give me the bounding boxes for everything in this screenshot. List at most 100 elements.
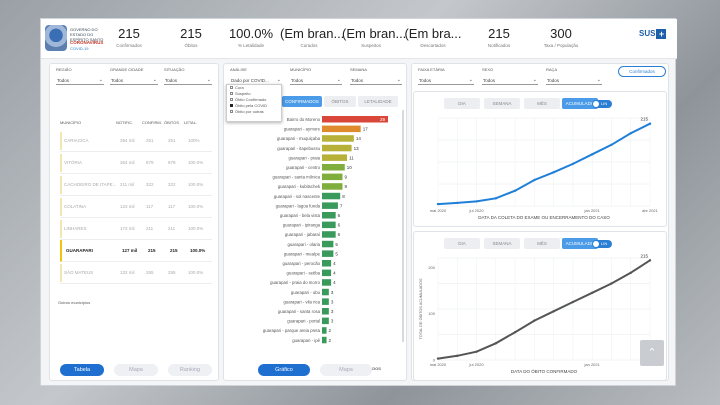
- data-point[interactable]: [610, 143, 613, 146]
- tab-dia[interactable]: DIA: [444, 98, 480, 109]
- bar[interactable]: [322, 260, 332, 267]
- data-point[interactable]: [648, 122, 652, 125]
- bar[interactable]: [322, 288, 329, 296]
- bar[interactable]: [322, 336, 327, 344]
- tab-dia[interactable]: DIA: [444, 238, 480, 249]
- bar[interactable]: [322, 231, 336, 238]
- dropdown-option[interactable]: Óbito Confirmado: [227, 97, 281, 103]
- data-point[interactable]: [571, 300, 575, 304]
- dropdown-option[interactable]: Suspeito: [227, 91, 281, 97]
- dropdown-option[interactable]: Óbito pela COVID: [227, 103, 281, 109]
- table-row[interactable]: CACHOEIRO DE ITAPE... 211 mil 322 322 100.0%: [60, 174, 212, 196]
- bar[interactable]: [322, 212, 336, 219]
- data-point[interactable]: [513, 189, 517, 192]
- data-point[interactable]: [552, 310, 555, 313]
- table-header[interactable]: MUNICÍPIO: [60, 120, 82, 125]
- data-point[interactable]: [494, 342, 498, 345]
- scroll-up-button[interactable]: ⌃: [640, 340, 664, 366]
- bar[interactable]: [322, 250, 334, 257]
- table-header[interactable]: CONFIRM.: [142, 120, 162, 125]
- data-point[interactable]: [629, 132, 632, 135]
- bar[interactable]: [322, 298, 329, 305]
- checkbox[interactable]: [230, 110, 233, 114]
- data-point[interactable]: [629, 271, 632, 275]
- filter-select[interactable]: Todos ⌄: [350, 76, 402, 85]
- data-point[interactable]: [456, 354, 459, 358]
- tab-obitos[interactable]: ÓBITOS: [324, 96, 356, 107]
- data-point[interactable]: [513, 330, 517, 334]
- table-row[interactable]: CARIACICA 394 mil 251 251 100%: [60, 130, 212, 152]
- ranking-button[interactable]: Ranking: [168, 364, 212, 376]
- filter-select[interactable]: Todos ⌄: [482, 76, 538, 85]
- data-point[interactable]: [475, 350, 478, 353]
- bar[interactable]: [322, 202, 338, 209]
- data-point[interactable]: [552, 171, 555, 174]
- data-point[interactable]: [571, 162, 575, 166]
- checkbox[interactable]: [230, 98, 233, 102]
- filter-select[interactable]: Todos ⌄: [546, 76, 602, 85]
- table-header[interactable]: LETAL.: [184, 120, 198, 125]
- filter-select[interactable]: Todos ⌄: [56, 76, 104, 85]
- data-point[interactable]: [475, 200, 478, 203]
- tab-confirmados[interactable]: CONFIRMADOS: [282, 96, 322, 107]
- data-point[interactable]: [533, 178, 536, 182]
- table-row[interactable]: SÃO MATEUS 132 mil 255 255 100.0%: [60, 262, 212, 284]
- mapa-button-2[interactable]: Mapa: [320, 364, 372, 376]
- filter-select[interactable]: Todos ⌄: [290, 76, 342, 85]
- data-point[interactable]: [610, 282, 613, 285]
- table-row[interactable]: LINHARES 173 mil 211 211 100.0%: [60, 218, 212, 240]
- checkbox[interactable]: [230, 104, 233, 108]
- bar[interactable]: [322, 308, 329, 315]
- tab-acumulado[interactable]: ACUMULADO: [562, 238, 598, 249]
- dropdown-option[interactable]: Cura: [227, 85, 281, 91]
- data-point[interactable]: [436, 357, 440, 360]
- data-point[interactable]: [494, 197, 498, 200]
- bar[interactable]: [322, 154, 348, 161]
- bar[interactable]: [322, 269, 332, 277]
- bar[interactable]: [322, 221, 336, 229]
- bar[interactable]: [322, 125, 361, 133]
- bar[interactable]: [322, 173, 343, 181]
- bar[interactable]: [322, 144, 352, 152]
- tab-letalidade[interactable]: LETALIDADE: [358, 96, 398, 107]
- tab-mês[interactable]: MÊS: [524, 238, 560, 249]
- filter-select[interactable]: Todos ⌄: [110, 76, 158, 85]
- dropdown-option[interactable]: Óbito por outras: [227, 109, 281, 115]
- table-row[interactable]: GUARAPARI 127 mil 215 215 100.0%: [60, 240, 212, 262]
- grafico-button[interactable]: Gráfico: [258, 364, 310, 376]
- bar[interactable]: [322, 183, 343, 190]
- mapa-button[interactable]: Mapa: [114, 364, 158, 376]
- bar[interactable]: [322, 327, 327, 334]
- data-point[interactable]: [533, 319, 536, 322]
- data-point[interactable]: [436, 202, 440, 206]
- bar[interactable]: [322, 317, 329, 325]
- lin-toggle[interactable]: LIN: [592, 100, 612, 108]
- bar[interactable]: [322, 240, 334, 248]
- filter-select[interactable]: Todos ⌄: [164, 76, 212, 85]
- tabela-button[interactable]: Tabela: [60, 364, 104, 376]
- analysis-dropdown[interactable]: Cura Suspeito Óbito Confirmado Óbito pela C…: [226, 84, 282, 122]
- bar[interactable]: [322, 116, 388, 123]
- tab-semana[interactable]: SEMANA: [484, 98, 520, 109]
- bar[interactable]: [322, 192, 341, 200]
- table-header[interactable]: NOTIFIC.: [116, 120, 134, 125]
- bar[interactable]: [322, 135, 354, 142]
- tab-semana[interactable]: SEMANA: [484, 238, 520, 249]
- filter-select[interactable]: Todos ⌄: [418, 76, 474, 85]
- data-point[interactable]: [648, 259, 652, 262]
- bar[interactable]: [322, 164, 345, 171]
- checkbox[interactable]: [230, 92, 233, 96]
- tab-acumulado[interactable]: ACUMULADO: [562, 98, 598, 109]
- confirmados-button[interactable]: Confirmados: [618, 66, 666, 77]
- data-point[interactable]: [590, 153, 594, 156]
- data-point[interactable]: [456, 201, 459, 205]
- table-row[interactable]: COLATINA 123 mil 117 117 100.0%: [60, 196, 212, 218]
- table-row[interactable]: VITÓRIA 364 mil 879 879 100.0%: [60, 152, 212, 174]
- checkbox[interactable]: [230, 86, 233, 90]
- scrollbar[interactable]: [402, 110, 404, 342]
- lin-toggle-2[interactable]: LIN: [592, 240, 612, 248]
- table-header[interactable]: ÓBITOS: [164, 120, 180, 125]
- tab-mês[interactable]: MÊS: [524, 98, 560, 109]
- bar[interactable]: [322, 279, 332, 286]
- data-point[interactable]: [590, 291, 594, 294]
